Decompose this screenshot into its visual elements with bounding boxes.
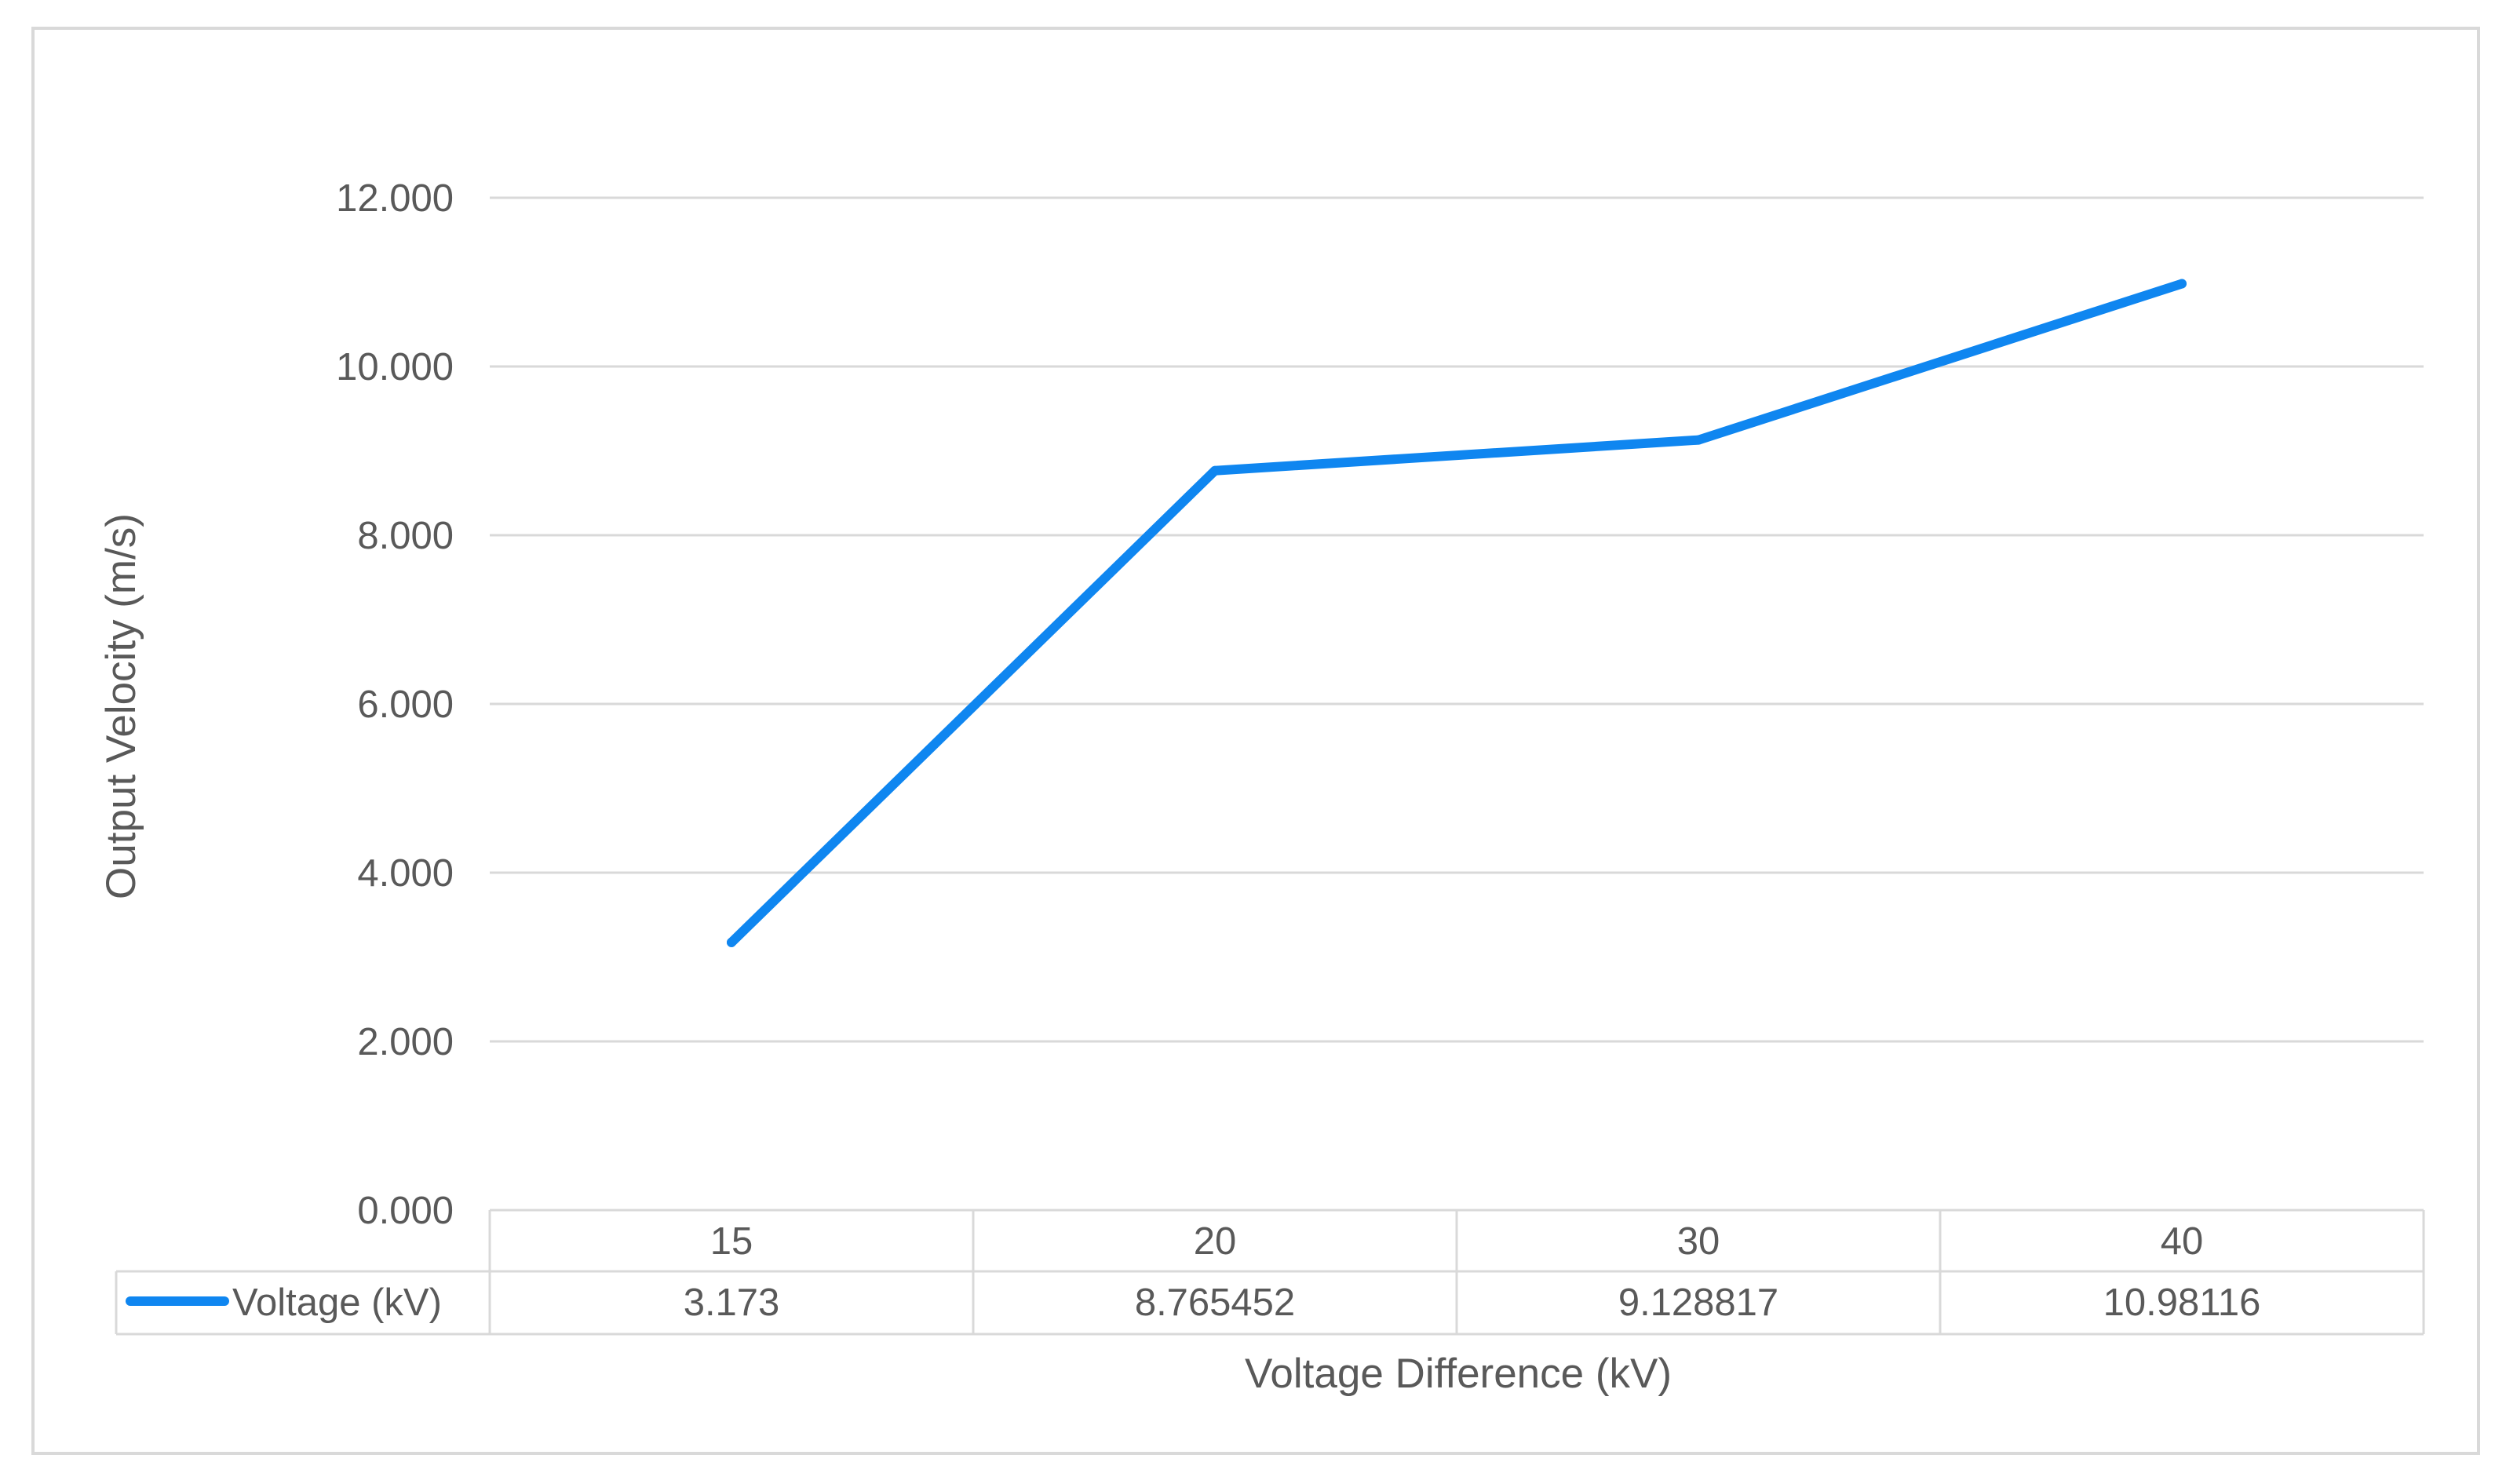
y-tick-label: 0.000 [357,1190,454,1232]
data-point [1210,465,1220,476]
data-point [1694,435,1703,445]
x-tick-label: 15 [710,1220,753,1263]
y-axis-title: Output Velocity (m/s) [98,513,144,899]
x-tick-label: 40 [2161,1220,2204,1263]
data-point [2177,279,2187,289]
data-table: 15 20 30 40 Voltage (kV) 3.173 8.765452 9.12881… [115,1209,2425,1336]
y-tick-label: 6.000 [357,684,454,726]
x-tick-label: 30 [1677,1220,1720,1263]
table-value: 3.173 [684,1282,780,1324]
x-tick-label: 20 [1194,1220,1237,1263]
y-tick-label: 8.000 [357,515,454,557]
y-tick-label: 10.000 [336,346,454,388]
table-value: 10.98116 [2103,1282,2261,1324]
table-value: 9.128817 [1618,1282,1778,1324]
chart-frame [31,27,2480,1455]
gridlines [490,196,2424,1043]
table-value: 8.765452 [1135,1282,1295,1324]
y-tick-label: 12.000 [336,177,454,220]
legend-entry: Voltage (kV) [232,1282,442,1324]
data-point [727,937,736,947]
series-lines [727,279,2187,947]
x-axis-title: Voltage Difference (kV) [1245,1351,1672,1397]
y-tick-label: 4.000 [357,852,454,895]
y-tick-label: 2.000 [357,1021,454,1063]
series-line [727,279,2187,947]
y-tick-labels: 0.000 2.000 4.000 6.000 8.000 10.000 12.000 [336,177,454,1232]
